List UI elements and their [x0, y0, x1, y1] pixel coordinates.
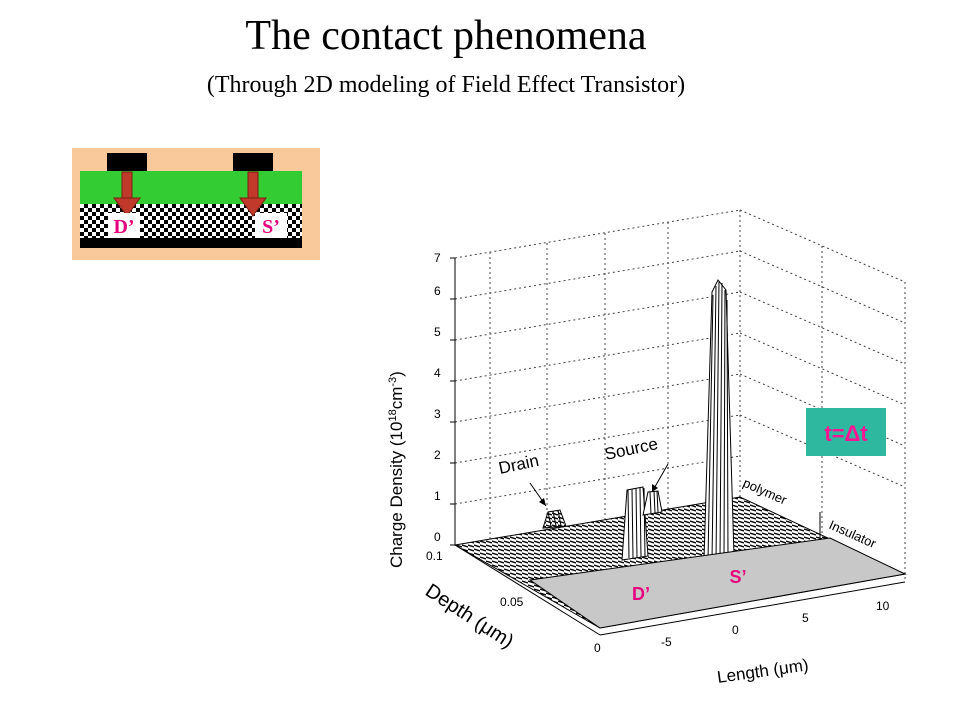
drain-pointer-arrow-icon: [539, 498, 546, 506]
z-tick-3: 3: [434, 407, 441, 421]
source-peak: [621, 486, 663, 561]
z-tick-6: 6: [434, 284, 441, 298]
z-axis-label-main: Charge Density (10: [387, 422, 406, 568]
channel-plane: [528, 537, 907, 629]
surface-plot: 0 1 2 3 4 5 6 7 Charge Density (1018cm-3…: [387, 209, 907, 687]
source-annotation: Source: [603, 434, 660, 464]
page-subtitle: (Through 2D modeling of Field Effect Tra…: [206, 72, 686, 98]
grid-lines: [454, 209, 906, 582]
z-axis-label-sup1: 18: [387, 409, 399, 421]
polymer-layer: [80, 171, 302, 204]
depth-tick-1: 0.05: [500, 595, 524, 609]
depth-axis-ticks: 0.1 0.05 0: [426, 549, 601, 655]
z-axis-label-sup2: -3: [387, 377, 399, 387]
page-title: The contact phenomena: [245, 13, 647, 59]
source-label-box: [255, 213, 287, 238]
inset-source-label: S’: [262, 216, 280, 238]
length-tick-3: 10: [876, 599, 890, 613]
drain-contact: [107, 153, 147, 171]
length-tick-1: 0: [732, 623, 739, 637]
device-inset: D’ S’: [72, 148, 320, 260]
drain-label-box: [108, 213, 140, 238]
z-axis-label: Charge Density (1018cm-3): [387, 371, 406, 568]
z-axis-ticks: 0 1 2 3 4 5 6 7: [434, 251, 455, 546]
source-arrow-icon: [239, 171, 267, 217]
z-axis-label-unit: cm: [387, 387, 406, 410]
back-wall: [455, 210, 740, 545]
z-axis-label-close: ): [387, 371, 406, 377]
plane-source-label: S’: [729, 567, 746, 587]
z-tick-0: 0: [434, 530, 441, 544]
depth-axis-label: Depth (μm): [421, 580, 517, 653]
time-badge-label: t=Δt: [824, 421, 868, 446]
depth-tick-0: 0.1: [426, 549, 443, 563]
z-tick-5: 5: [434, 325, 441, 339]
z-tick-4: 4: [434, 366, 441, 380]
z-tick-7: 7: [434, 251, 441, 265]
z-tick-2: 2: [434, 448, 441, 462]
depth-tick-2: 0: [594, 641, 601, 655]
drain-peak: [542, 509, 567, 529]
axis-frame: [454, 258, 906, 636]
length-axis-ticks: -5 0 5 10: [661, 599, 890, 649]
source-pointer-arrow-icon: [652, 484, 658, 492]
source-contact: [233, 153, 273, 171]
gate-layer: [80, 238, 302, 248]
drain-annotation: Drain: [497, 451, 541, 478]
time-badge: [806, 408, 886, 456]
length-axis-label: Length (μm): [716, 655, 810, 687]
drain-arrow-icon: [113, 171, 141, 217]
z-tick-1: 1: [434, 489, 441, 503]
plane-drain-label: D’: [632, 584, 650, 604]
inset-drain-label: D’: [113, 216, 134, 238]
length-tick-2: 5: [802, 611, 809, 625]
length-tick-0: -5: [661, 635, 672, 649]
main-peak: [703, 279, 735, 561]
